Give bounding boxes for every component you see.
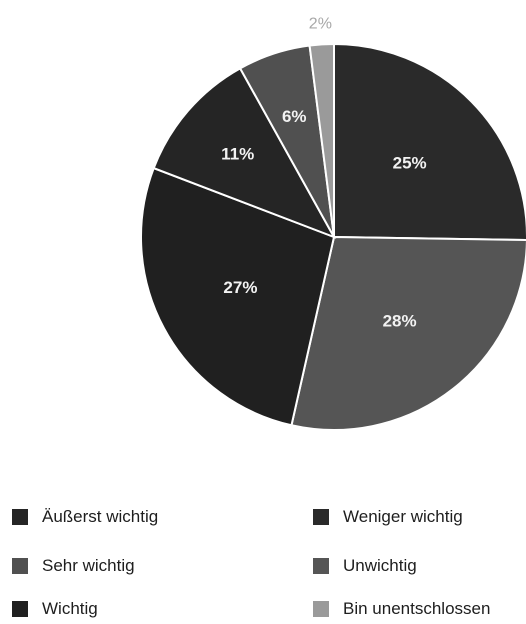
pie-value-label-sehr-wichtig: 6% (282, 107, 307, 126)
pie-slice-wichtig (140, 166, 336, 427)
pie-value-label-weniger-wichtig: 25% (393, 154, 427, 173)
pie-slices (140, 42, 526, 431)
pie-slice-aeusserst-wichtig (152, 66, 337, 239)
pie-slice-unwichtig (290, 235, 526, 431)
pie-value-label-bin-unentschlossen: 2% (309, 15, 332, 32)
pie-value-label-unwichtig: 28% (383, 311, 417, 330)
pie-value-labels: 25% 28% 27% 11% 6% 2% (221, 15, 426, 330)
pie-slice-weniger-wichtig (333, 42, 526, 242)
pie-value-label-wichtig: 27% (223, 278, 257, 297)
pie-slice-bin-unentschlossen (308, 42, 335, 238)
pie-value-label-aeusserst-wichtig: 11% (221, 145, 254, 164)
